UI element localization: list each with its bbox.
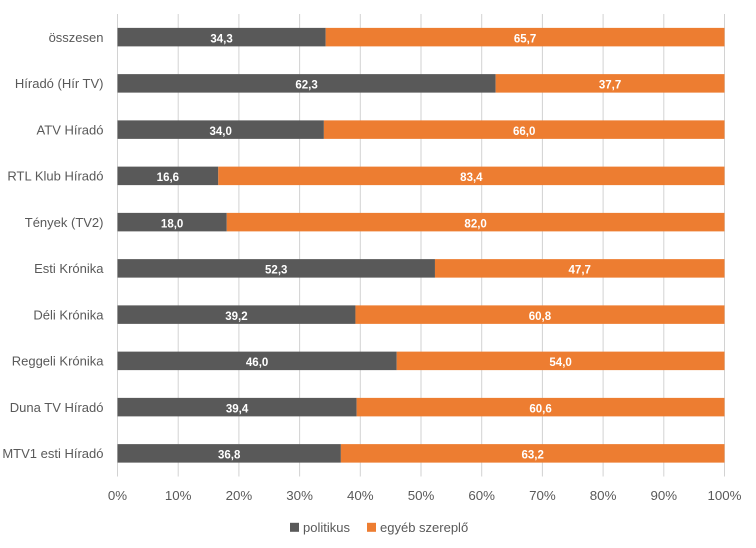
svg-text:16,6: 16,6 xyxy=(157,172,179,184)
svg-text:80%: 80% xyxy=(590,488,617,503)
svg-text:62,3: 62,3 xyxy=(295,80,317,92)
svg-text:54,0: 54,0 xyxy=(549,357,571,369)
svg-text:47,7: 47,7 xyxy=(569,265,591,277)
svg-text:60,8: 60,8 xyxy=(529,311,552,323)
svg-text:10%: 10% xyxy=(165,488,192,503)
svg-text:66,0: 66,0 xyxy=(513,126,535,138)
svg-text:70%: 70% xyxy=(529,488,556,503)
svg-text:39,2: 39,2 xyxy=(225,311,247,323)
svg-text:60%: 60% xyxy=(468,488,495,503)
svg-text:egyéb szereplő: egyéb szereplő xyxy=(380,520,468,535)
svg-text:Duna TV Híradó: Duna TV Híradó xyxy=(10,400,104,415)
svg-text:Reggeli Krónika: Reggeli Krónika xyxy=(12,354,105,369)
svg-text:60,6: 60,6 xyxy=(529,403,551,415)
svg-text:90%: 90% xyxy=(650,488,677,503)
svg-text:politikus: politikus xyxy=(303,520,350,535)
svg-text:65,7: 65,7 xyxy=(514,33,536,45)
svg-text:37,7: 37,7 xyxy=(599,80,621,92)
svg-text:Tények (TV2): Tények (TV2) xyxy=(25,215,104,230)
svg-text:ATV Híradó: ATV Híradó xyxy=(37,122,104,137)
svg-text:MTV1 esti Híradó: MTV1 esti Híradó xyxy=(2,446,103,461)
svg-text:50%: 50% xyxy=(408,488,435,503)
svg-text:39,4: 39,4 xyxy=(226,403,249,415)
svg-text:100%: 100% xyxy=(707,488,741,503)
svg-text:63,2: 63,2 xyxy=(521,450,543,462)
svg-text:40%: 40% xyxy=(347,488,374,503)
svg-text:34,0: 34,0 xyxy=(209,126,231,138)
svg-text:0%: 0% xyxy=(108,488,127,503)
svg-text:Esti Krónika: Esti Krónika xyxy=(34,261,104,276)
svg-text:46,0: 46,0 xyxy=(246,357,268,369)
svg-text:Déli Krónika: Déli Krónika xyxy=(33,307,104,322)
svg-text:83,4: 83,4 xyxy=(460,172,483,184)
svg-text:18,0: 18,0 xyxy=(161,218,183,230)
svg-text:RTL Klub Híradó: RTL Klub Híradó xyxy=(7,169,103,184)
svg-text:34,3: 34,3 xyxy=(210,33,232,45)
svg-text:82,0: 82,0 xyxy=(464,218,486,230)
svg-text:30%: 30% xyxy=(286,488,313,503)
svg-text:52,3: 52,3 xyxy=(265,265,287,277)
svg-text:Híradó (Hír TV): Híradó (Hír TV) xyxy=(15,76,104,91)
svg-text:összesen: összesen xyxy=(49,30,104,45)
svg-text:20%: 20% xyxy=(226,488,253,503)
svg-text:36,8: 36,8 xyxy=(218,450,241,462)
